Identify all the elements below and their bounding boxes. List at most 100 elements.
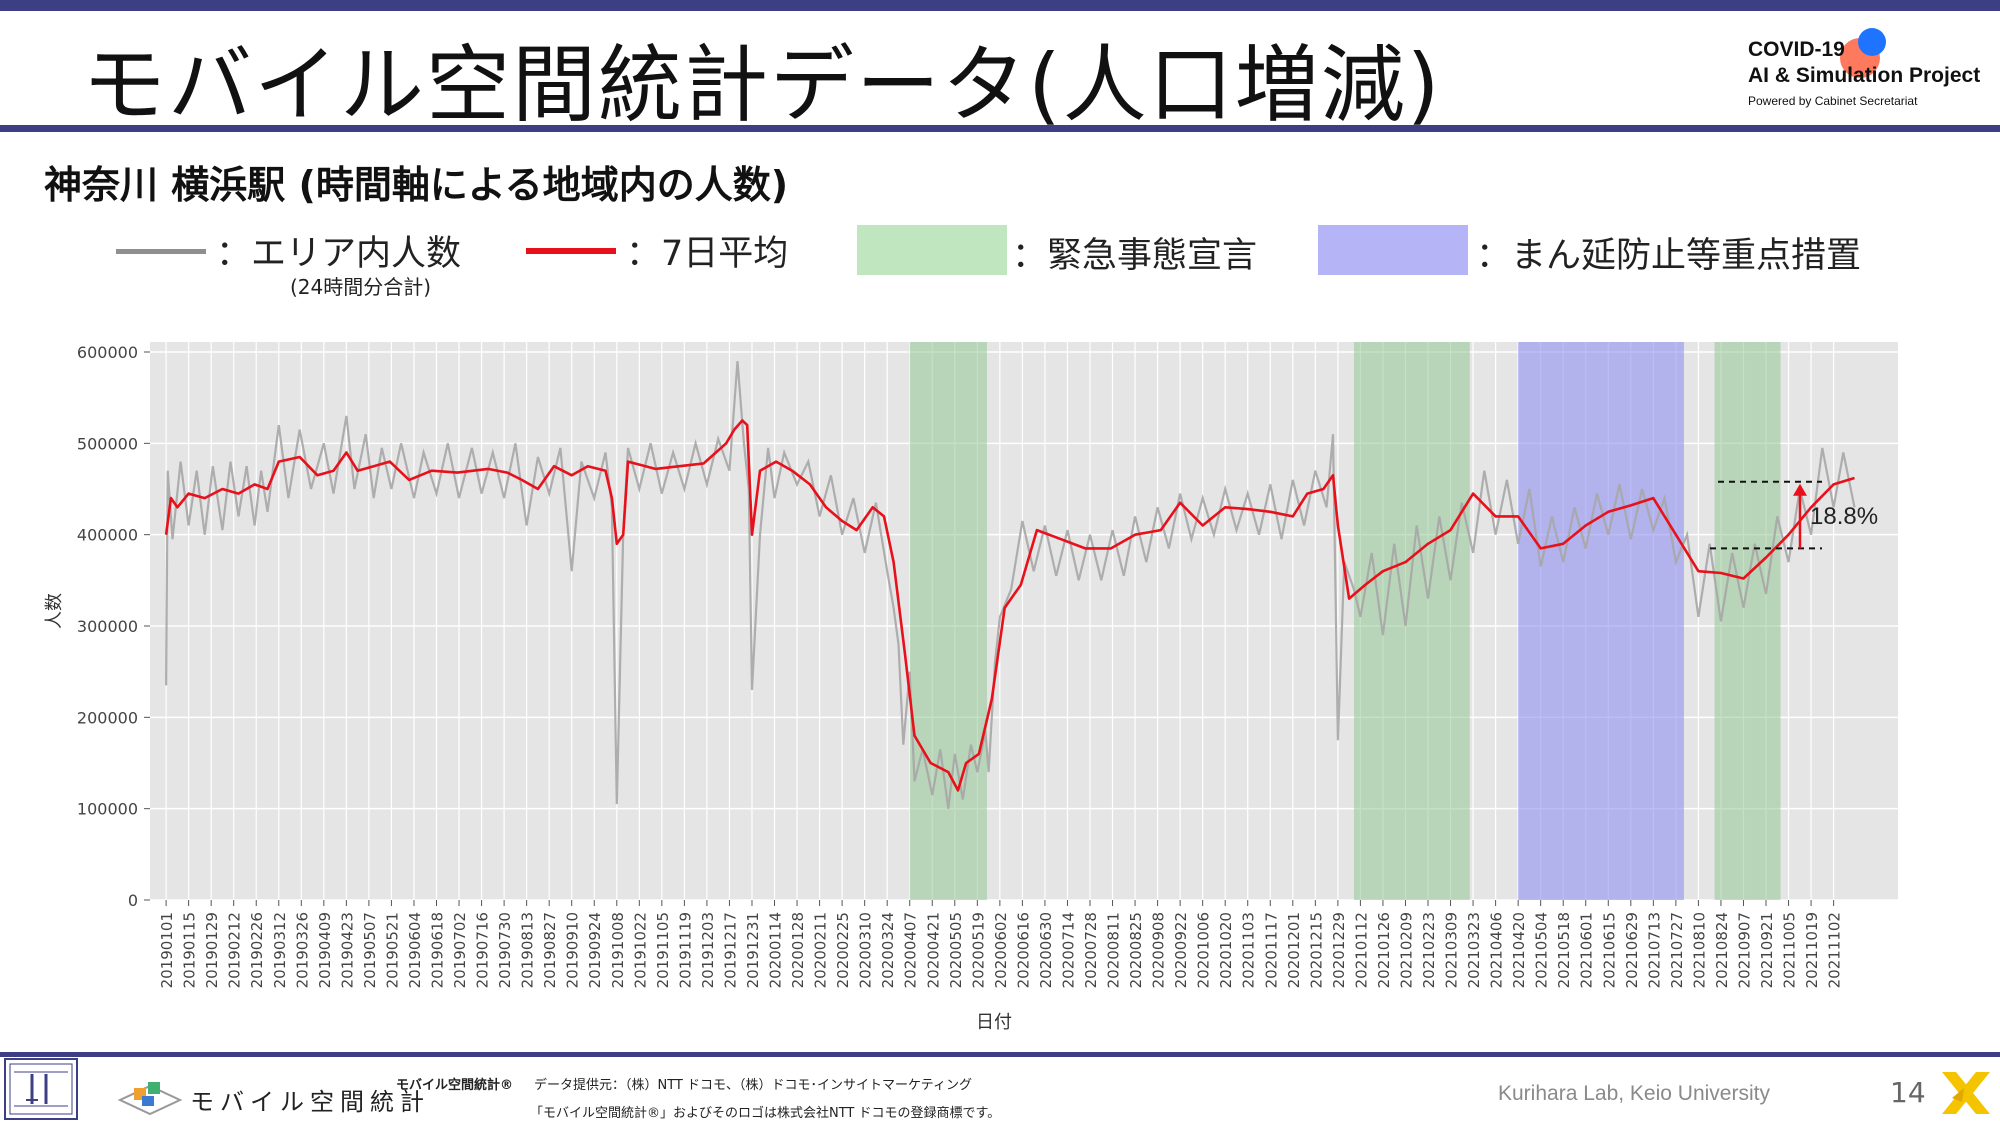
logo-line-1: COVID-19 bbox=[1748, 38, 1845, 61]
y-tick-label: 0 bbox=[128, 891, 138, 910]
x-tick-label: 20200128 bbox=[789, 912, 807, 988]
x-tick-label: 20190409 bbox=[316, 912, 334, 988]
x-tick-label: 20201201 bbox=[1285, 912, 1303, 988]
x-tick-label: 20211102 bbox=[1826, 912, 1844, 988]
x-tick-label: 20210601 bbox=[1578, 912, 1596, 988]
x-tick-label: 20190730 bbox=[496, 912, 514, 988]
footer-rule bbox=[0, 1052, 2000, 1057]
x-tick-label: 20210504 bbox=[1533, 912, 1551, 988]
x-tick-label: 20210615 bbox=[1600, 912, 1618, 988]
x-tick-label: 20190910 bbox=[564, 912, 582, 988]
x-tick-label: 20190716 bbox=[474, 912, 492, 988]
x-tick-label: 20191008 bbox=[609, 912, 627, 988]
page-number: 14 bbox=[1890, 1076, 1926, 1109]
x-tick-label: 20200324 bbox=[879, 912, 897, 988]
x-tick-label: 20190604 bbox=[406, 912, 424, 988]
population-chart: 0 100000 200000 300000 400000 500000 600000 201… bbox=[44, 342, 1898, 1033]
x-tick-label: 20190827 bbox=[541, 912, 559, 988]
mobile-stats-cube-icon bbox=[117, 1082, 183, 1116]
x-tick-label: 20210727 bbox=[1668, 912, 1686, 988]
x-tick-label: 20200630 bbox=[1037, 912, 1055, 988]
x-tick-label: 20190813 bbox=[519, 912, 537, 988]
x-tick-label: 20210629 bbox=[1623, 912, 1641, 988]
logo-line-2: AI & Simulation Project bbox=[1748, 64, 1981, 87]
y-tick-label: 100000 bbox=[77, 800, 138, 819]
logo-blue-circle-icon bbox=[1858, 28, 1886, 56]
x-tick-label: 20191231 bbox=[744, 912, 762, 988]
x-tick-label: 20200922 bbox=[1172, 912, 1190, 988]
x-tick-label: 20190924 bbox=[586, 912, 604, 988]
legend-emergency-swatch bbox=[857, 225, 1007, 275]
page-title: モバイル空間統計データ(人口増減) bbox=[82, 36, 1442, 134]
series-raw-line bbox=[165, 361, 1856, 809]
mobile-stats-logo: モバイル空間統計 bbox=[112, 1074, 424, 1118]
chart-subtitle: 神奈川 横浜駅 (時間軸による地域内の人数) bbox=[44, 163, 789, 207]
x-tick-label: 20200728 bbox=[1082, 912, 1100, 988]
x-tick-label: 20210323 bbox=[1465, 912, 1483, 988]
y-axis-title: 人数 bbox=[44, 593, 65, 629]
emergency-period-band bbox=[909, 342, 987, 900]
x-tick-label: 20190618 bbox=[429, 912, 447, 988]
x-tick-label: 20200825 bbox=[1127, 912, 1145, 988]
x-tick-label: 20201103 bbox=[1240, 912, 1258, 988]
x-tick-label: 20191217 bbox=[721, 912, 739, 988]
title-rule bbox=[0, 125, 2000, 132]
x-tick-label: 20190226 bbox=[248, 912, 266, 988]
emergency-period-band bbox=[1714, 342, 1781, 900]
x-tick-label: 20190702 bbox=[451, 912, 469, 988]
x-tick-label: 20201006 bbox=[1195, 912, 1213, 988]
x-tick-label: 20210713 bbox=[1645, 912, 1663, 988]
legend-semi-swatch bbox=[1318, 225, 1468, 275]
x-tick-label: 20200811 bbox=[1105, 912, 1123, 988]
legend-raw-sublabel: (24時間分合計) bbox=[290, 275, 432, 299]
x-tick-label: 20200908 bbox=[1150, 912, 1168, 988]
x-tick-label: 20190326 bbox=[293, 912, 311, 988]
y-tick-label: 300000 bbox=[77, 617, 138, 636]
x-tick-label: 20210309 bbox=[1443, 912, 1461, 988]
x-tick-label: 20190507 bbox=[361, 912, 379, 988]
x-tick-label: 20211019 bbox=[1803, 912, 1821, 988]
top-rule bbox=[0, 0, 2000, 11]
x-tick-label: 20190212 bbox=[226, 912, 244, 988]
x-tick-label: 20200714 bbox=[1059, 912, 1077, 988]
x-tick-label: 20211005 bbox=[1781, 912, 1799, 988]
x-tick-label: 20191105 bbox=[654, 912, 672, 988]
x-tick-label: 20191203 bbox=[699, 912, 717, 988]
y-tick-label: 400000 bbox=[77, 526, 138, 545]
y-tick-label: 600000 bbox=[77, 343, 138, 362]
legend-raw-swatch bbox=[116, 249, 206, 254]
x-mark-icon bbox=[1942, 1072, 1990, 1114]
x-tick-label: 20190312 bbox=[271, 912, 289, 988]
legend: ：エリア内人数 (24時間分合計) ：7日平均 ：緊急事態宣言 ：まん延防止等重… bbox=[0, 215, 2000, 305]
x-tick-label: 20210112 bbox=[1352, 912, 1370, 988]
legend-semi-label: ：まん延防止等重点措置 bbox=[1476, 236, 1862, 276]
trademark-notice: 「モバイル空間統計®」およびそのロゴは株式会社NTT ドコモの登録商標です。 bbox=[530, 1106, 1001, 1121]
x-tick-label: 20201117 bbox=[1262, 912, 1280, 988]
x-tick-label: 20210518 bbox=[1555, 912, 1573, 988]
x-tick-label: 20201020 bbox=[1217, 912, 1235, 988]
semi-emergency-period-band bbox=[1518, 342, 1684, 900]
x-axis-title: 日付 bbox=[976, 1012, 1012, 1033]
x-tick-label: 20190115 bbox=[181, 912, 199, 988]
x-tick-label: 20200211 bbox=[812, 912, 830, 988]
x-tick-label: 20210406 bbox=[1488, 912, 1506, 988]
logo-line-3: Powered by Cabinet Secretariat bbox=[1748, 94, 1918, 108]
x-tick-label: 20200421 bbox=[924, 912, 942, 988]
project-logo: COVID-19 AI & Simulation Project Powered… bbox=[1748, 28, 1988, 118]
x-tick-label: 20200225 bbox=[834, 912, 852, 988]
x-tick-label: 20200114 bbox=[767, 912, 785, 988]
x-tick-label: 20210921 bbox=[1758, 912, 1776, 988]
legend-emergency-label: ：緊急事態宣言 bbox=[1012, 236, 1258, 276]
legend-avg-swatch bbox=[526, 248, 616, 254]
x-tick-label: 20200519 bbox=[969, 912, 987, 988]
emergency-period-band bbox=[1353, 342, 1470, 900]
x-tick-label: 20210824 bbox=[1713, 912, 1731, 988]
x-tick-label: 20190423 bbox=[338, 912, 356, 988]
x-tick-label: 20201215 bbox=[1307, 912, 1325, 988]
x-tick-label: 20200310 bbox=[857, 912, 875, 988]
legend-avg-label: ：7日平均 bbox=[626, 234, 789, 274]
x-tick-label: 20210209 bbox=[1397, 912, 1415, 988]
brand-mark: モバイル空間統計® bbox=[396, 1078, 514, 1093]
y-tick-label: 500000 bbox=[77, 434, 138, 453]
x-tick-label: 20210420 bbox=[1510, 912, 1528, 988]
